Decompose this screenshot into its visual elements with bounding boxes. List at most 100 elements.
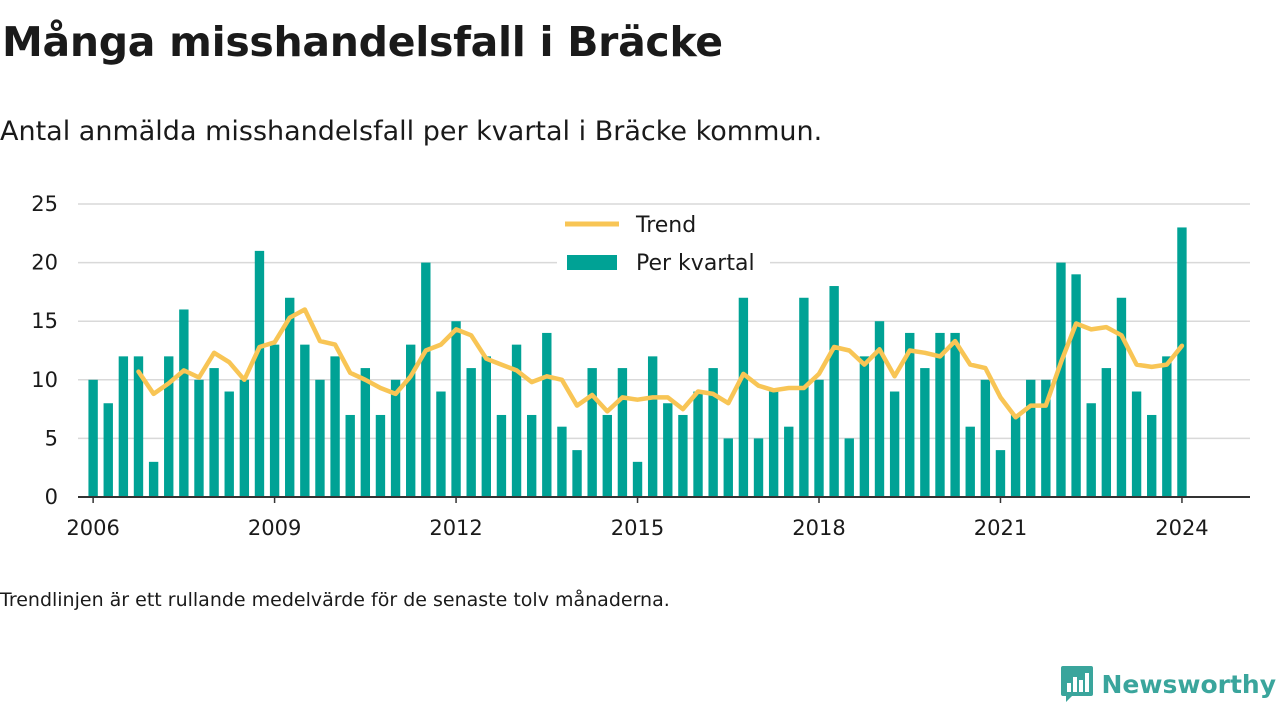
bar[interactable] bbox=[1026, 379, 1036, 497]
x-tick-label: 2021 bbox=[974, 516, 1027, 540]
bar[interactable] bbox=[103, 403, 113, 497]
bar[interactable] bbox=[1010, 414, 1021, 497]
brand-name: Newsworthy bbox=[1101, 669, 1277, 699]
x-tick-label: 2015 bbox=[611, 516, 664, 540]
bar[interactable] bbox=[1177, 227, 1187, 497]
bar[interactable] bbox=[194, 379, 204, 497]
bar[interactable] bbox=[375, 414, 386, 497]
bar[interactable] bbox=[315, 379, 325, 497]
bar[interactable] bbox=[481, 356, 491, 497]
bar[interactable] bbox=[239, 379, 250, 497]
bar[interactable] bbox=[285, 297, 295, 497]
bar[interactable] bbox=[118, 356, 129, 497]
x-tick-label: 2018 bbox=[792, 516, 845, 540]
bar[interactable] bbox=[345, 414, 355, 497]
legend-bar-label: Per kvartal bbox=[636, 251, 755, 276]
bar[interactable] bbox=[496, 414, 507, 497]
bar[interactable] bbox=[995, 450, 1006, 497]
bar[interactable] bbox=[557, 426, 567, 497]
bar[interactable] bbox=[632, 461, 643, 497]
trend-line[interactable] bbox=[136, 307, 1185, 420]
bar-chart-icon bbox=[1060, 666, 1093, 702]
bar[interactable] bbox=[874, 321, 885, 497]
bar[interactable] bbox=[708, 368, 718, 497]
bar[interactable] bbox=[617, 368, 628, 497]
bar[interactable] bbox=[466, 368, 476, 497]
bar[interactable] bbox=[209, 368, 219, 497]
footnote: Trendlinjen är ett rullande medelvärde f… bbox=[0, 589, 670, 611]
bar[interactable] bbox=[1101, 368, 1112, 497]
bar[interactable] bbox=[814, 379, 824, 497]
bar[interactable] bbox=[133, 356, 144, 497]
legend-trend-label: Trend bbox=[635, 213, 696, 238]
bar[interactable] bbox=[164, 356, 174, 497]
bar[interactable] bbox=[1086, 403, 1096, 497]
bar[interactable] bbox=[663, 403, 673, 497]
x-axis-ticks: 2006 2009 2012 2015 2018 2021 2024 bbox=[66, 497, 1209, 540]
bar[interactable] bbox=[799, 297, 809, 497]
bar-series bbox=[88, 227, 1187, 497]
y-axis-ticks: 0 5 10 15 20 25 bbox=[31, 192, 58, 509]
bar[interactable] bbox=[1056, 262, 1066, 497]
x-tick-label: 2009 bbox=[248, 516, 301, 540]
bar[interactable] bbox=[526, 414, 537, 497]
bar[interactable] bbox=[889, 391, 900, 497]
bar[interactable] bbox=[572, 450, 582, 497]
bar[interactable] bbox=[330, 356, 340, 497]
bar[interactable] bbox=[511, 344, 522, 497]
legend[interactable]: Trend Per kvartal bbox=[557, 206, 770, 280]
bar[interactable] bbox=[421, 262, 431, 497]
bar[interactable] bbox=[390, 379, 401, 497]
bar[interactable] bbox=[950, 332, 960, 497]
bar[interactable] bbox=[1041, 379, 1051, 497]
bar[interactable] bbox=[768, 391, 779, 497]
bar[interactable] bbox=[844, 438, 854, 497]
legend-bar-swatch bbox=[567, 255, 617, 270]
bar[interactable] bbox=[587, 368, 597, 497]
bar[interactable] bbox=[436, 391, 446, 497]
chart-subtitle: Antal anmälda misshandelsfall per kvarta… bbox=[0, 116, 823, 147]
bar[interactable] bbox=[905, 332, 915, 497]
bar[interactable] bbox=[179, 309, 189, 497]
bar[interactable] bbox=[1131, 391, 1142, 497]
bar[interactable] bbox=[965, 426, 975, 497]
bar[interactable] bbox=[224, 391, 234, 497]
bar[interactable] bbox=[360, 368, 371, 497]
bar[interactable] bbox=[647, 356, 658, 497]
bar[interactable] bbox=[829, 286, 839, 497]
bar[interactable] bbox=[723, 438, 733, 497]
bar[interactable] bbox=[1116, 297, 1127, 497]
bar[interactable] bbox=[406, 344, 416, 497]
bar[interactable] bbox=[738, 297, 749, 497]
bar[interactable] bbox=[1071, 274, 1081, 497]
bar[interactable] bbox=[451, 321, 461, 497]
bar[interactable] bbox=[148, 461, 159, 497]
bar[interactable] bbox=[859, 356, 870, 497]
bar[interactable] bbox=[300, 344, 310, 497]
bar[interactable] bbox=[920, 368, 930, 497]
bar[interactable] bbox=[602, 414, 612, 497]
bar[interactable] bbox=[269, 344, 280, 497]
bar[interactable] bbox=[980, 379, 991, 497]
trend-series bbox=[136, 307, 1185, 420]
y-tick-label: 10 bbox=[31, 368, 58, 392]
x-tick-label: 2024 bbox=[1155, 516, 1208, 540]
bar[interactable] bbox=[254, 250, 265, 497]
bar[interactable] bbox=[753, 438, 764, 497]
bar[interactable] bbox=[935, 332, 945, 497]
x-tick-label: 2012 bbox=[429, 516, 482, 540]
chart-title: Många misshandelsfall i Bräcke bbox=[2, 18, 723, 66]
bar[interactable] bbox=[693, 391, 703, 497]
brand[interactable]: Newsworthy bbox=[1060, 664, 1277, 704]
bar[interactable] bbox=[542, 332, 552, 497]
y-tick-label: 20 bbox=[31, 251, 58, 275]
x-tick-label: 2006 bbox=[66, 516, 119, 540]
bar[interactable] bbox=[1147, 414, 1157, 497]
y-tick-label: 5 bbox=[45, 426, 58, 450]
y-tick-label: 15 bbox=[31, 309, 58, 333]
bar[interactable] bbox=[784, 426, 794, 497]
bar[interactable] bbox=[678, 414, 688, 497]
bar[interactable] bbox=[1162, 356, 1172, 497]
y-tick-label: 0 bbox=[45, 485, 58, 509]
bar[interactable] bbox=[88, 379, 98, 497]
